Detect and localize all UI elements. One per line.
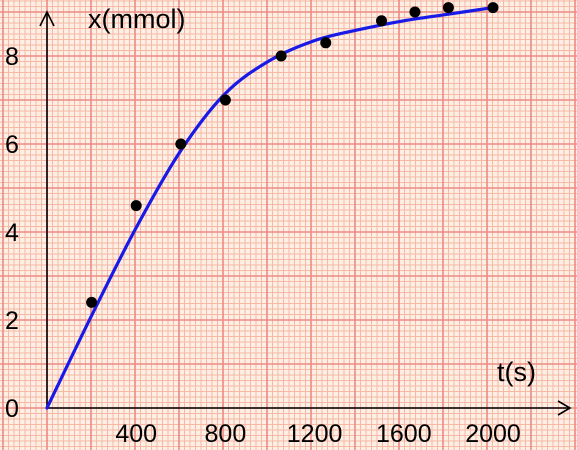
- data-point: [487, 2, 499, 14]
- x-tick-label: 2000: [465, 420, 521, 448]
- x-tick-label: 1600: [376, 420, 432, 448]
- y-axis-title: x(mmol): [88, 4, 185, 34]
- data-point: [175, 138, 187, 150]
- y-axis-arrow: [39, 10, 55, 27]
- data-point: [130, 200, 142, 212]
- x-tick-label: 1200: [287, 420, 343, 448]
- fit-curve: [45, 6, 495, 410]
- data-point: [219, 94, 231, 106]
- data-point: [320, 37, 332, 49]
- x-axis-title: t(s): [497, 357, 536, 387]
- data-points-layer: [86, 2, 499, 308]
- x-tick-label: 400: [115, 420, 157, 448]
- data-point: [86, 296, 98, 308]
- x-axis-arrow: [557, 400, 572, 416]
- data-point: [442, 2, 454, 14]
- data-point: [409, 6, 421, 18]
- tick-labels-layer: 0 2 4 6 8 400 800 1200 1600 2000: [5, 43, 521, 448]
- y-tick-label: 8: [5, 43, 19, 71]
- fit-curve-layer: [45, 6, 495, 410]
- y-tick-label: 6: [5, 131, 19, 159]
- data-point: [275, 50, 287, 62]
- x-tick-label: 800: [205, 420, 247, 448]
- y-tick-label: 0: [5, 395, 19, 423]
- y-tick-label: 2: [5, 307, 19, 335]
- axes: [39, 10, 572, 416]
- y-tick-label: 4: [5, 219, 19, 247]
- data-point: [376, 15, 387, 27]
